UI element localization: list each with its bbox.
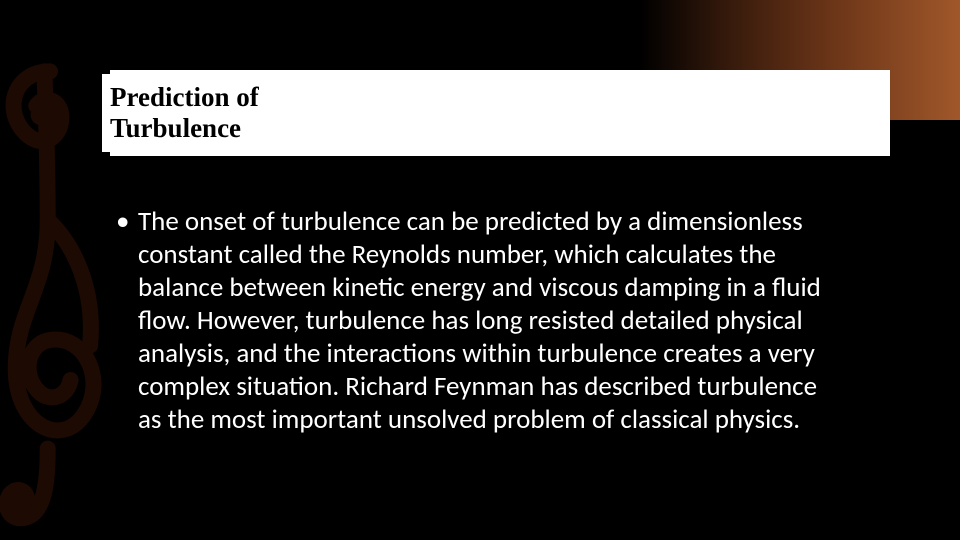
- body-paragraph: The onset of turbulence can be predicted…: [138, 205, 821, 436]
- title-container: Prediction of Turbulence: [110, 70, 890, 156]
- bullet-glyph: •: [116, 206, 129, 239]
- slide-content: Prediction of Turbulence • The onset of …: [0, 0, 960, 437]
- slide-body: • The onset of turbulence can be predict…: [110, 206, 890, 437]
- slide-title: Prediction of Turbulence: [102, 74, 882, 152]
